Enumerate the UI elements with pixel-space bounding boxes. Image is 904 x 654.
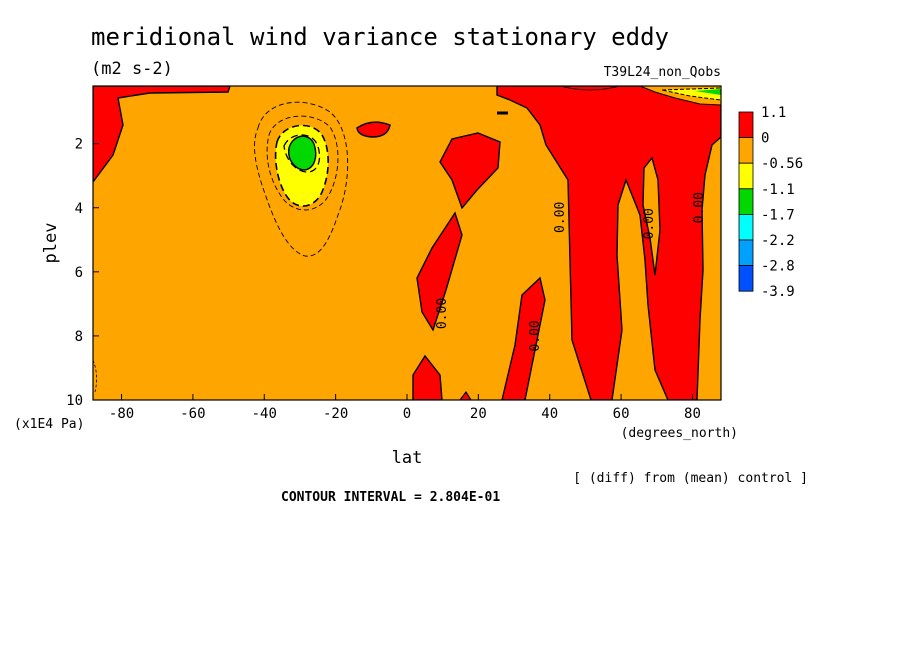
legend-level-label: 0: [761, 131, 769, 147]
contour-label: 0.00: [553, 202, 568, 233]
contour-negative-middle: [266, 115, 339, 211]
legend-level-label: -1.7: [761, 207, 795, 223]
y-axis: 2 4 6 8 10: [66, 137, 99, 409]
experiment-label: T39L24_non_Qobs: [604, 65, 721, 80]
contour-negative-outer: [254, 101, 349, 257]
x-tick-label: -60: [180, 406, 205, 422]
x-tick-label: 80: [684, 406, 701, 422]
y-tick-label: 8: [75, 329, 83, 345]
y-tick-label: 10: [66, 393, 83, 409]
x-tick-label: -80: [109, 406, 134, 422]
contour-label: 0.00: [435, 298, 450, 329]
chart-title: meridional wind variance stationary eddy: [91, 23, 669, 51]
field-red-tropical-column: [416, 211, 463, 332]
legend-level-label: -2.2: [761, 233, 795, 249]
x-tick-label: 20: [470, 406, 487, 422]
x-tick-label: -20: [323, 406, 348, 422]
legend-level-label: -2.8: [761, 259, 795, 275]
contour-label: 0.00: [642, 208, 657, 239]
field-orange-inner-strip: [642, 156, 661, 276]
plot-area: 0.00 0.00 0.00 0.00 0.00 0.00: [93, 75, 721, 400]
field-red-surface-patch: [412, 354, 443, 400]
legend-swatch: [738, 239, 754, 267]
color-legend: 1.1 0 -0.56 -1.1 -1.7 -2.2 -2.8 -3.9: [738, 105, 803, 300]
x-tick-label: -40: [252, 406, 277, 422]
x-tick-label: 60: [613, 406, 630, 422]
field-green-core: [288, 135, 317, 171]
field-red-northern-mass: [496, 86, 721, 400]
x-axis-label: lat: [392, 448, 423, 468]
field-red-central-patch: [439, 132, 501, 210]
x-tick-label: 40: [541, 406, 558, 422]
field-green-top-right: [695, 89, 721, 95]
chart-units: (m2 s-2): [91, 59, 173, 79]
field-red-surface-sliver: [459, 390, 472, 400]
y-axis-units: (x1E4 Pa): [14, 417, 84, 432]
legend-swatch: [738, 111, 754, 139]
y-tick-label: 4: [75, 201, 83, 217]
diff-note: [ (diff) from (mean) control ]: [573, 471, 808, 486]
legend-swatch: [738, 188, 754, 215]
y-tick-label: 6: [75, 265, 83, 281]
legend-level-label: -3.9: [761, 284, 795, 300]
x-axis: -80 -60 -40 -20 0 20 40 60 80: [109, 394, 701, 422]
contour-labels: 0.00 0.00 0.00 0.00 0.00 0.00: [149, 75, 707, 352]
y-axis-label: plev: [41, 223, 61, 264]
field-red-small-patch: [356, 121, 391, 138]
y-tick-label: 2: [75, 137, 83, 153]
contour-label: 0.00: [528, 320, 543, 351]
contour-top-arc: [559, 86, 621, 91]
legend-swatch: [738, 265, 754, 292]
legend-level-label: 1.1: [761, 105, 786, 121]
contour-label: 0.00: [149, 75, 180, 90]
field-red-upper-left: [93, 86, 231, 184]
contour-left-edge: [93, 359, 97, 393]
legend-swatch: [738, 162, 754, 190]
legend-swatch: [738, 213, 754, 241]
legend-swatch: [738, 137, 754, 164]
x-axis-units: (degrees_north): [621, 426, 738, 441]
field-red-column-35n: [501, 276, 546, 400]
x-tick-label: 0: [403, 406, 411, 422]
contour-interval-note: CONTOUR INTERVAL = 2.804E-01: [281, 490, 500, 505]
legend-level-label: -1.1: [761, 182, 795, 198]
legend-level-label: -0.56: [761, 156, 803, 172]
contour-label: 0.00: [692, 192, 707, 223]
